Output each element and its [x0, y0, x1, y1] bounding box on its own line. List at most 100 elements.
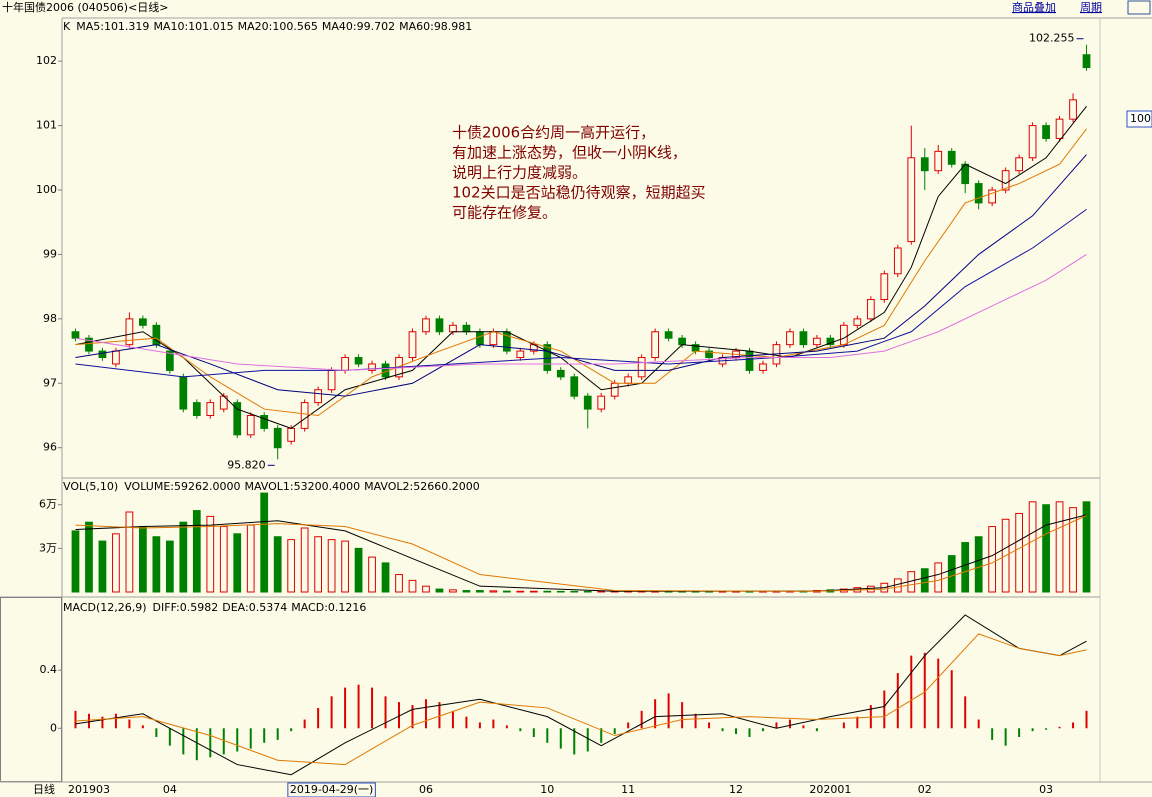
volume-bar: [570, 590, 579, 593]
legend-title: K: [63, 20, 71, 33]
cursor-box: [287, 782, 376, 797]
legend-title: VOL(5,10): [63, 480, 118, 493]
x-tick-label: 202001: [809, 783, 851, 796]
volume-bar: [1028, 501, 1037, 593]
period-button[interactable]: 周期: [1080, 1, 1102, 14]
candle-body: [273, 427, 282, 449]
candle-body: [1055, 118, 1064, 139]
volume-bar: [165, 540, 174, 593]
candle-body: [934, 150, 943, 172]
candle-body: [1042, 125, 1050, 139]
volume-bar: [125, 511, 134, 593]
candle-body: [354, 357, 363, 365]
period-label: 日线: [33, 782, 55, 796]
candle-body: [408, 331, 417, 359]
candle-body: [341, 357, 349, 371]
volume-bar: [1055, 501, 1064, 593]
candle-body: [907, 157, 916, 243]
volume-bar: [947, 555, 956, 593]
candle-body: [705, 350, 713, 359]
volume-bar: [300, 527, 309, 593]
overlay-button[interactable]: 商品叠加: [1012, 0, 1056, 14]
candle-body: [556, 369, 565, 378]
volume-bar: [974, 536, 983, 593]
volume-bar: [287, 539, 296, 593]
indicator-line: [75, 254, 1087, 371]
candle-body: [866, 299, 875, 320]
legend-title: MACD(12,26,9): [63, 601, 147, 614]
candle-body: [678, 337, 686, 346]
candle-body: [516, 350, 525, 359]
x-tick-label: 02: [918, 783, 932, 796]
volume-bar: [273, 536, 282, 593]
candle-body: [988, 189, 997, 204]
candle-body: [1069, 99, 1077, 120]
candle-body: [165, 350, 174, 371]
annotation: 有加速上涨态势，但收一小阴K线，: [452, 144, 687, 162]
candle-body: [637, 357, 646, 378]
candle-body: [920, 157, 929, 172]
volume-bar: [152, 536, 161, 593]
volume-bar: [219, 526, 228, 593]
volume-bar: [543, 590, 552, 593]
volume-bar: [476, 590, 484, 593]
volume-bar: [112, 533, 120, 593]
x-tick-label: 11: [621, 783, 635, 796]
legend-entry: MA20:100.565: [238, 20, 318, 33]
candle-body: [974, 183, 983, 204]
candle-body: [98, 350, 107, 359]
candle-body: [947, 150, 956, 165]
candle-body: [1015, 157, 1023, 172]
candle-body: [745, 350, 754, 371]
volume-bar: [395, 574, 403, 593]
indicator-line: [75, 614, 1087, 776]
volume-bar: [233, 533, 242, 593]
legend-entry: DIFF:0.5982: [153, 601, 219, 614]
candle-body: [179, 376, 188, 410]
indicator-line: [75, 515, 1087, 592]
candle-body: [314, 389, 322, 404]
indicator-line: [75, 154, 1087, 397]
candle-body: [327, 369, 336, 391]
price-tag: 100: [1130, 112, 1151, 125]
x-tick-label: 201903: [68, 783, 110, 796]
legend-entry: MA60:98.981: [399, 20, 472, 33]
volume-bar: [179, 521, 188, 593]
volume-bar: [988, 526, 997, 593]
volume-bar: [422, 585, 430, 593]
legend-entry: MAVOL2:52660.2000: [364, 480, 480, 493]
y-tick-label: 3万: [39, 541, 57, 554]
volume-bar: [327, 539, 336, 593]
volume-bar: [354, 547, 363, 593]
candle-body: [246, 415, 255, 436]
price-tag-box: [1126, 110, 1152, 128]
volume-bar: [934, 562, 943, 593]
candle-body: [880, 273, 889, 301]
legend-entry: MAVOL1:53200.4000: [244, 480, 360, 493]
indicator-line: [75, 514, 1087, 592]
candle-body: [624, 376, 633, 384]
candle-body: [543, 344, 552, 371]
high-label: 102.255: [1029, 32, 1075, 45]
volume-bar: [556, 590, 565, 593]
y-tick-label: 99: [43, 247, 57, 260]
candle-body: [260, 415, 269, 429]
volume-bar: [1082, 501, 1091, 593]
volume-bar: [408, 579, 417, 593]
nav-icon[interactable]: [1127, 0, 1151, 15]
y-tick-label: 96: [43, 441, 57, 454]
candle-body: [610, 382, 619, 397]
candle-body: [786, 331, 794, 346]
candle-body: [570, 376, 579, 397]
indicator-line: [75, 208, 1087, 378]
volume-bar: [246, 524, 255, 593]
annotation: 十债2006合约周一高开运行，: [452, 124, 655, 142]
volume-bar: [260, 492, 269, 593]
candle-body: [1082, 54, 1091, 69]
volume-bar: [381, 562, 390, 593]
volume-bar: [1069, 507, 1077, 593]
x-tick-label: 12: [729, 783, 743, 796]
page-title: 十年国债2006 (040506)<日线>: [2, 0, 169, 14]
y-tick-label: 6万: [39, 498, 57, 511]
